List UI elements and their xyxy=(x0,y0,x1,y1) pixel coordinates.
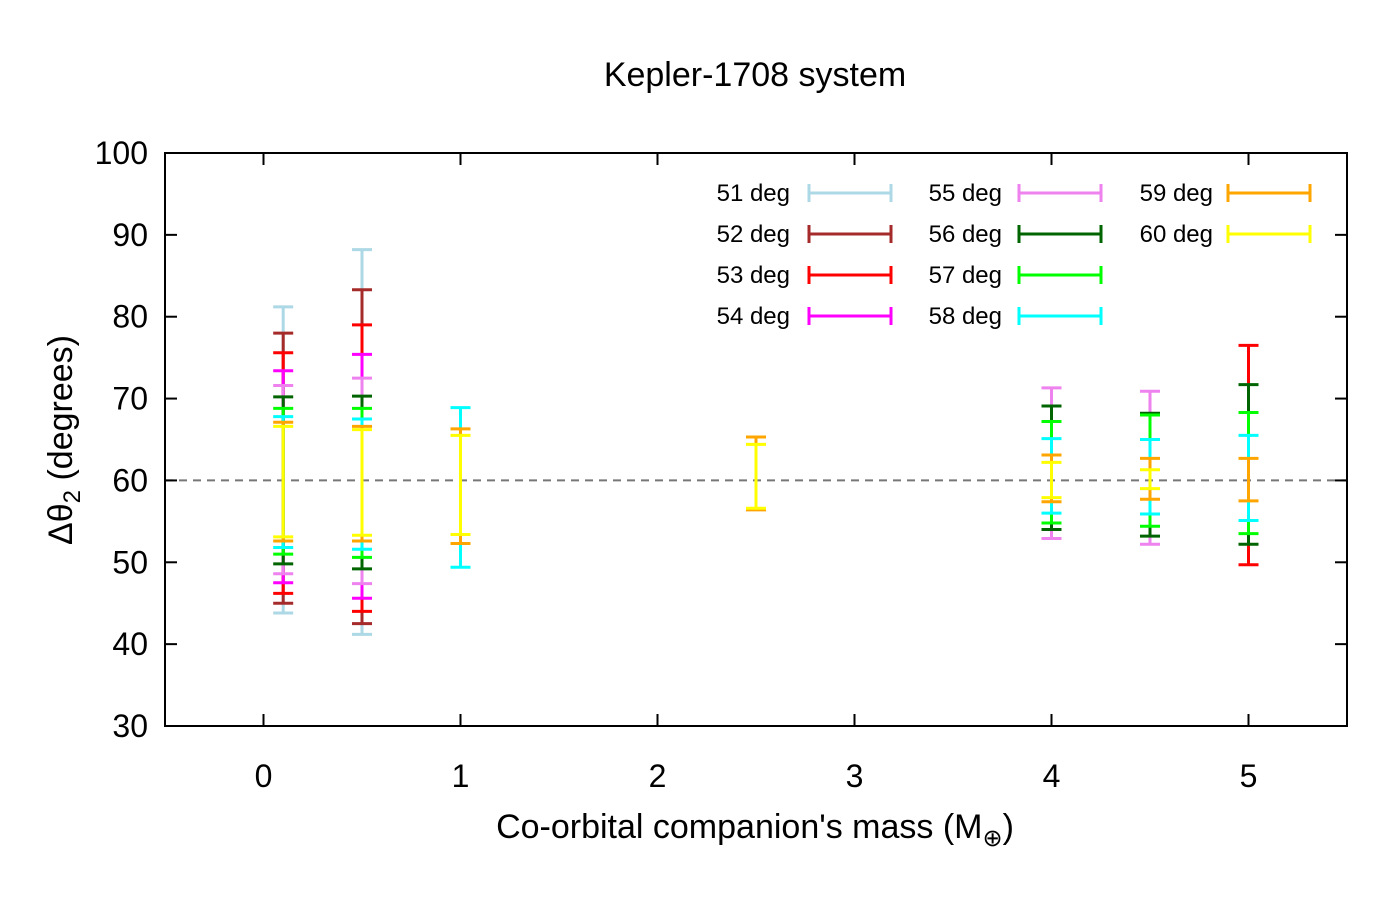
x-tick-label: 2 xyxy=(649,758,667,794)
legend-swatch xyxy=(807,225,893,243)
x-tick-label: 3 xyxy=(846,758,864,794)
legend-label: 60 deg xyxy=(1140,221,1213,248)
y-tick-label: 60 xyxy=(112,462,148,498)
x-tick-label: 0 xyxy=(255,758,273,794)
series-60-deg xyxy=(273,424,1160,539)
legend-swatch xyxy=(1017,266,1103,284)
legend-label: 57 deg xyxy=(929,262,1002,289)
series-54-deg xyxy=(273,352,372,600)
legend-label: 58 deg xyxy=(929,303,1002,330)
legend-item-52-deg: 52 deg xyxy=(717,221,893,248)
y-tick-label: 30 xyxy=(112,708,148,744)
legend-item-60-deg: 60 deg xyxy=(1140,221,1312,248)
legend-item-55-deg: 55 deg xyxy=(929,180,1103,207)
y-axis-label: Δθ2 (degrees) xyxy=(42,335,86,545)
x-axis-label-subscript: ⊕ xyxy=(983,825,1003,852)
y-axis-label-suffix: (degrees) xyxy=(42,335,80,490)
legend-label: 56 deg xyxy=(929,221,1002,248)
series-56-deg xyxy=(273,383,1259,571)
x-axis-label-close: ) xyxy=(1003,808,1014,846)
legend-label: 51 deg xyxy=(717,180,790,207)
legend-item-59-deg: 59 deg xyxy=(1140,180,1312,207)
legend-swatch xyxy=(1017,225,1103,243)
legend-label: 54 deg xyxy=(717,303,790,330)
legend: 51 deg 52 deg 53 deg 54 deg 55 deg 56 deg 57 d… xyxy=(717,180,1312,330)
legend-swatch xyxy=(1017,184,1103,202)
legend-swatch xyxy=(807,184,893,202)
x-tick-label: 1 xyxy=(452,758,470,794)
x-tick-label: 4 xyxy=(1043,758,1061,794)
legend-item-58-deg: 58 deg xyxy=(929,303,1103,330)
legend-swatch xyxy=(1017,307,1103,325)
error-bars xyxy=(273,248,1259,636)
legend-swatch xyxy=(1226,225,1312,243)
series-57-deg xyxy=(273,406,1259,559)
legend-swatch xyxy=(807,307,893,325)
series-53-deg xyxy=(273,323,1259,613)
series-59-deg xyxy=(273,420,1259,545)
x-tick-label: 5 xyxy=(1240,758,1258,794)
legend-swatch xyxy=(1226,184,1312,202)
y-axis-label-subscript: 2 xyxy=(59,490,86,503)
legend-label: 55 deg xyxy=(929,180,1002,207)
chart-title: Kepler-1708 system xyxy=(604,56,906,94)
y-tick-label: 50 xyxy=(112,544,148,580)
legend-item-57-deg: 57 deg xyxy=(929,262,1103,289)
plot-frame xyxy=(164,152,1348,727)
y-tick-label: 90 xyxy=(112,217,148,253)
legend-item-53-deg: 53 deg xyxy=(717,262,893,289)
legend-label: 59 deg xyxy=(1140,180,1213,207)
legend-label: 52 deg xyxy=(717,221,790,248)
legend-item-54-deg: 54 deg xyxy=(717,303,893,330)
legend-item-56-deg: 56 deg xyxy=(929,221,1103,248)
legend-item-51-deg: 51 deg xyxy=(717,180,893,207)
x-axis-label-main: Co-orbital companion's mass (M xyxy=(496,808,982,846)
x-axis-label: Co-orbital companion's mass (M⊕) xyxy=(496,808,1014,852)
legend-swatch xyxy=(807,266,893,284)
y-axis-label-main: Δθ xyxy=(42,503,80,545)
legend-label: 53 deg xyxy=(717,262,790,289)
y-tick-label: 80 xyxy=(112,299,148,335)
series-51-deg xyxy=(273,248,372,636)
y-tick-label: 100 xyxy=(95,135,148,171)
series-58-deg xyxy=(273,406,1259,569)
y-tick-label: 40 xyxy=(112,626,148,662)
axis-ticks: 0 1 2 3 4 5 30 40 50 60 70 80 90 100 xyxy=(95,135,1347,794)
y-tick-label: 70 xyxy=(112,381,148,417)
